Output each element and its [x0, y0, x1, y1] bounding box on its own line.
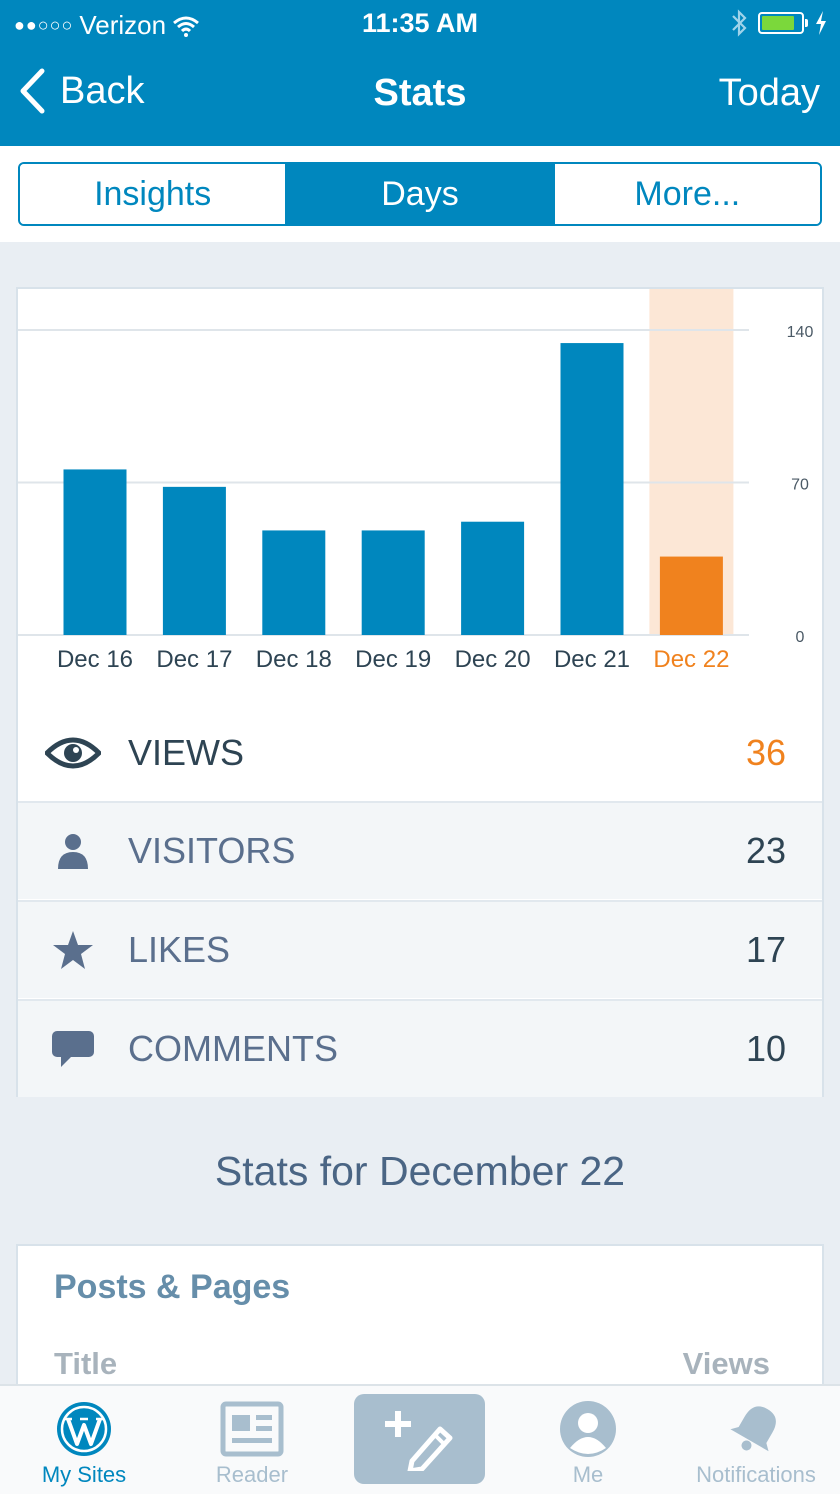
- x-tick-label: Dec 21: [554, 646, 630, 673]
- segment-more[interactable]: More...: [552, 164, 820, 224]
- bluetooth-icon: [732, 9, 747, 37]
- segment-days[interactable]: Days: [285, 164, 553, 224]
- comment-icon: [52, 1031, 94, 1067]
- navigation-bar: Back Stats Today: [0, 48, 840, 146]
- y-tick-label: 0: [796, 629, 805, 646]
- x-tick-label: Dec 19: [355, 646, 431, 673]
- stats-for-heading: Stats for December 22: [214, 1148, 626, 1194]
- tab-label: Reader: [215, 1462, 289, 1487]
- bell-icon: [730, 1406, 776, 1452]
- tab-reader[interactable]: Reader: [168, 1386, 336, 1494]
- posts-pages-title: Posts & Pages: [54, 1268, 291, 1306]
- chart-bar: [262, 530, 326, 635]
- person-icon: [58, 834, 88, 869]
- x-tick-label: Dec 16: [57, 646, 133, 673]
- stat-label: VISITORS: [128, 830, 296, 871]
- tab-label: Notifications: [696, 1462, 816, 1487]
- stat-label: VIEWS: [128, 732, 245, 773]
- chart-bar: [659, 556, 723, 635]
- stat-row-views[interactable]: VIEWS 36: [18, 704, 822, 802]
- stat-value: 23: [745, 830, 786, 871]
- back-label: Back: [60, 69, 145, 112]
- column-header-title: Title: [54, 1346, 118, 1381]
- views-bar-chart: 0 70 140 Dec 16 Dec 17 Dec 18 Dec 19 Dec 20 Dec …: [18, 289, 814, 673]
- x-tick-label: Dec 22: [653, 646, 729, 673]
- tab-notifications[interactable]: Notifications: [672, 1386, 840, 1494]
- x-tick-label: Dec 20: [455, 646, 531, 673]
- stat-row-visitors[interactable]: VISITORS 23: [18, 801, 822, 899]
- chart-bar: [560, 343, 624, 635]
- today-button[interactable]: Today: [718, 72, 820, 114]
- status-icons: [730, 8, 828, 38]
- stat-value: 17: [745, 929, 786, 970]
- chart-bar: [162, 486, 226, 635]
- page-title: Stats: [373, 72, 467, 114]
- y-tick-label: 70: [791, 477, 809, 494]
- status-bar: ●●○○○ Verizon 11:35 AM: [0, 0, 840, 48]
- x-tick-label: Dec 17: [156, 646, 232, 673]
- clock: 11:35 AM: [361, 8, 479, 38]
- reader-icon: [220, 1401, 284, 1457]
- eye-icon: [45, 737, 101, 769]
- signal-strength: ●●○○○: [14, 15, 74, 35]
- wordpress-icon: [57, 1402, 111, 1456]
- stat-value: 10: [745, 1028, 786, 1069]
- stat-label: LIKES: [128, 929, 231, 970]
- me-icon: [560, 1401, 616, 1457]
- stat-row-likes[interactable]: LIKES 17: [18, 900, 822, 998]
- carrier-name: Verizon: [79, 10, 167, 40]
- period-segmented-control: Insights Days More...: [18, 162, 822, 226]
- y-tick-label: 140: [787, 324, 814, 341]
- chart-bar: [461, 521, 525, 635]
- charging-icon: [816, 11, 826, 35]
- chart-bar: [361, 530, 425, 635]
- x-tick-label: Dec 18: [256, 646, 332, 673]
- tab-bar: My Sites Reader Me: [0, 1384, 840, 1494]
- tab-label: My Sites: [41, 1462, 127, 1487]
- stats-summary-card: 0 70 140 Dec 16 Dec 17 Dec 18 Dec 19 Dec 20 Dec …: [16, 287, 824, 1097]
- chevron-left-icon: [20, 68, 45, 114]
- carrier-info: ●●○○○ Verizon: [14, 10, 200, 41]
- battery-icon: [758, 12, 808, 34]
- tab-my-sites[interactable]: My Sites: [0, 1386, 168, 1494]
- new-post-button[interactable]: [354, 1394, 485, 1484]
- segment-insights[interactable]: Insights: [20, 164, 286, 224]
- wifi-icon: [173, 16, 200, 37]
- column-header-views: Views: [682, 1346, 770, 1381]
- star-icon: [53, 931, 93, 969]
- chart-bar: [63, 469, 127, 635]
- stat-value: 36: [745, 732, 786, 773]
- back-button[interactable]: Back: [18, 68, 144, 114]
- segment-bar: Insights Days More...: [0, 146, 840, 242]
- stat-row-comments[interactable]: COMMENTS 10: [18, 999, 822, 1097]
- tab-me[interactable]: Me: [504, 1386, 672, 1494]
- tab-label: Me: [572, 1462, 604, 1487]
- new-post-icon: [384, 1411, 452, 1471]
- stat-label: COMMENTS: [128, 1028, 338, 1069]
